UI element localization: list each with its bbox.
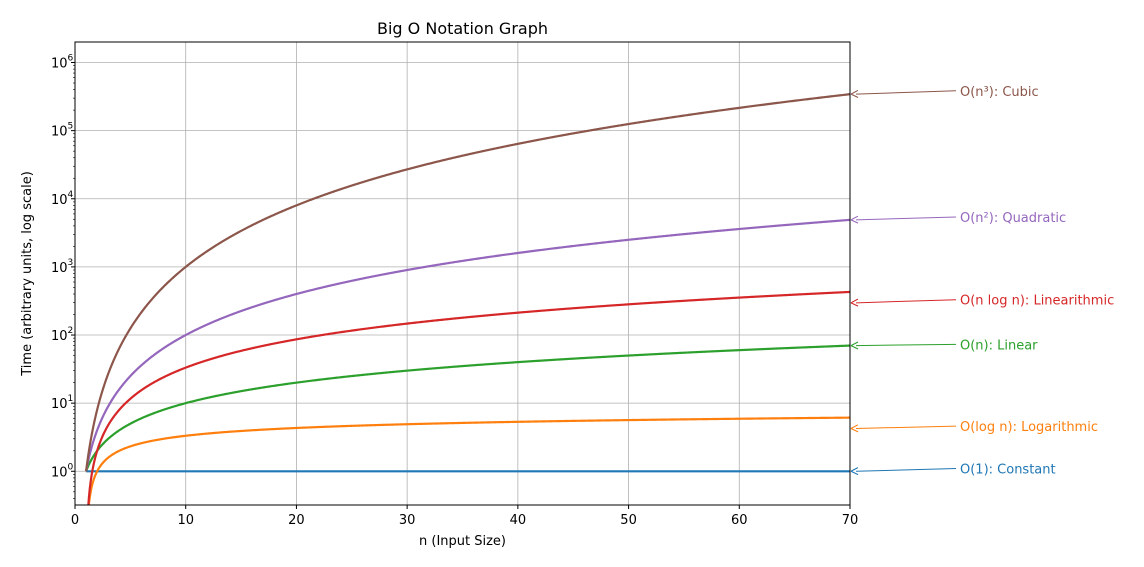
series-line: [84, 218, 850, 472]
series-annotation-label: O(log n): Logarithmic: [960, 420, 1098, 435]
chart-title: Big O Notation Graph: [377, 19, 548, 38]
x-tick-label: 0: [71, 513, 79, 528]
y-tick-label: 101: [51, 394, 73, 412]
series-annotation-label: O(n²): Quadratic: [960, 211, 1066, 226]
y-tick-label: 103: [51, 258, 73, 276]
y-tick-label: 105: [51, 122, 73, 140]
series-annotation-label: O(1): Constant: [960, 462, 1056, 477]
annotation-arrow-head: [850, 424, 859, 433]
series-line: [87, 290, 850, 505]
annotation-arrow-line: [855, 90, 957, 95]
annotation-arrow-head: [850, 341, 859, 350]
annotation-arrow-line: [855, 216, 957, 221]
y-tick-label: 106: [51, 54, 74, 72]
grid-lines: [74, 42, 851, 505]
y-axis-label: Time (arbitrary units, log scale): [20, 171, 35, 377]
annotation-arrow-line: [855, 299, 957, 304]
x-axis-ticks: 0 10 20 30 40 50 60 70: [71, 505, 858, 528]
annotation-arrow-line: [855, 467, 957, 472]
x-tick-label: 30: [399, 513, 416, 528]
annotation-arrow-head: [850, 298, 859, 307]
series-line: [85, 344, 850, 472]
series-annotation-label: O(n): Linear: [960, 338, 1038, 353]
x-tick-label: 50: [620, 513, 637, 528]
series-annotations: O(1): Constant O(log n): Logarithmic O(n):…: [850, 85, 1114, 477]
y-tick-label: 102: [51, 326, 73, 344]
annotation-arrow-head: [850, 89, 859, 98]
series-line: [84, 93, 850, 472]
series-annotation-label: O(n log n): Linearithmic: [960, 294, 1114, 309]
x-axis-label: n (Input Size): [419, 534, 506, 549]
annotation-arrow-line: [855, 343, 957, 347]
x-tick-label: 40: [510, 513, 527, 528]
annotation-arrow-head: [850, 467, 859, 476]
series-line: [87, 416, 850, 505]
y-axis-ticks: 100 101 102 103 104 105 106: [51, 54, 75, 499]
series-annotation-label: O(n³): Cubic: [960, 85, 1039, 100]
x-tick-label: 10: [177, 513, 194, 528]
x-tick-label: 70: [842, 513, 859, 528]
x-tick-label: 60: [731, 513, 748, 528]
y-tick-label: 100: [51, 462, 74, 480]
y-tick-label: 104: [51, 190, 74, 208]
annotation-arrow-line: [855, 425, 957, 429]
x-tick-label: 20: [288, 513, 305, 528]
series-lines: [84, 93, 850, 505]
annotation-arrow-head: [850, 215, 859, 224]
